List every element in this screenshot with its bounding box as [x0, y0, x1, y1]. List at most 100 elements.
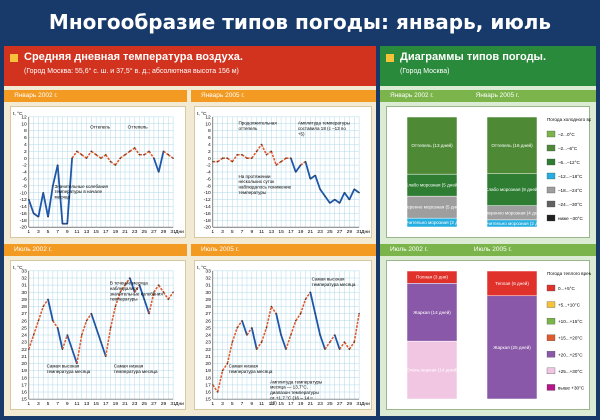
data-point: [295, 320, 297, 322]
y-tick-label: 24: [205, 333, 211, 339]
series-segment: [133, 147, 141, 156]
y-tick-label: -16: [204, 211, 211, 217]
series-segment: [251, 150, 258, 159]
series-segment: [138, 284, 146, 300]
series-segment: [226, 341, 234, 364]
x-tick-label: 19: [113, 401, 119, 407]
data-point: [358, 312, 360, 315]
series-segment: [280, 334, 287, 350]
temperature-heading: Средняя дневная температура воздуха.: [24, 51, 243, 63]
legend-label: –24...–30°С: [558, 202, 583, 207]
y-tick-label: -8: [206, 183, 211, 189]
data-point: [324, 195, 326, 197]
series-segment: [231, 154, 238, 163]
y-tick-label: 30: [21, 290, 27, 296]
data-point: [304, 160, 307, 163]
data-point: [343, 191, 346, 194]
y-tick-label: 22: [21, 347, 27, 353]
x-axis-label: Дни: [175, 229, 184, 235]
series-segment: [256, 143, 263, 152]
x-tick-label: 11: [74, 229, 79, 235]
segment-label: Значительно морозная (2 дня): [480, 221, 545, 226]
series-segment: [246, 327, 253, 336]
series-segment: [241, 320, 248, 336]
x-tick-label: 31: [170, 229, 176, 235]
series-segment: [128, 277, 136, 293]
data-point: [280, 160, 282, 163]
segment-label: Оттепель (16 дней): [491, 142, 533, 148]
legend-swatch: [546, 301, 556, 308]
y-axis-label: t, °C: [13, 111, 23, 117]
legend-label: +5...+10°С: [558, 303, 581, 308]
segment-label: Очень жаркая (14 дней): [406, 367, 458, 373]
y-tick-label: -18: [204, 218, 211, 224]
chart-annotation: Оттепель: [90, 125, 111, 130]
y-tick-label: 23: [21, 340, 27, 346]
data-point: [358, 191, 360, 194]
legend-label: выше +30°С: [558, 385, 585, 390]
y-tick-label: -20: [204, 225, 211, 231]
x-tick-label: 25: [327, 401, 333, 407]
chart-annotation: На протяжении нескольких суток наблюдалось…: [239, 174, 292, 195]
y-tick-label: -14: [20, 204, 27, 210]
y-tick-label: -10: [20, 190, 27, 196]
series-segment: [32, 320, 40, 336]
data-point: [124, 284, 126, 286]
x-tick-label: 19: [298, 229, 304, 235]
x-tick-label: 17: [103, 229, 109, 235]
x-tick-label: 29: [347, 401, 353, 407]
y-tick-label: 17: [21, 382, 27, 388]
data-point: [329, 202, 331, 204]
data-point: [343, 341, 346, 343]
y-tick-label: 24: [21, 333, 27, 339]
data-point: [314, 174, 316, 177]
x-axis-label: Дни: [175, 401, 184, 407]
y-axis-label: t, °C: [197, 265, 207, 271]
series-segment: [71, 150, 78, 159]
series-segment: [319, 334, 326, 350]
series-segment: [51, 164, 59, 186]
y-tick-label: 21: [21, 354, 27, 360]
y-tick-label: 27: [205, 311, 211, 317]
legend-swatch: [546, 384, 556, 391]
x-tick-label: 29: [161, 401, 167, 407]
segment-label: Жаркая (25 дней): [493, 344, 531, 350]
legend-swatch: [546, 284, 556, 292]
series-segment: [348, 188, 356, 200]
x-tick-label: 7: [241, 229, 244, 235]
data-point: [28, 348, 30, 350]
segment-label: Значительно морозная (2 дня): [400, 220, 465, 225]
y-tick-label: 15: [21, 397, 27, 403]
data-point: [241, 320, 243, 322]
series-segment: [143, 299, 150, 314]
data-point: [299, 164, 302, 166]
chart-jan-2005: 12 10 8 6 4 2 0 -2 -4 -6 -8 -10 -12 -14 -16 -18 -20 1 3 5 7 9…: [194, 106, 372, 238]
y-tick-label: -12: [204, 197, 211, 203]
weather-type-segment: [406, 283, 458, 342]
series-segment: [119, 284, 126, 293]
data-point: [260, 143, 263, 146]
data-point: [295, 171, 297, 173]
data-point: [37, 216, 40, 218]
data-point: [42, 305, 44, 308]
data-point: [275, 312, 277, 315]
series-segment: [105, 154, 112, 163]
series-segment: [314, 175, 321, 190]
label-jul-2002: Июль 2002 г.: [390, 246, 429, 253]
series-segment: [37, 192, 45, 217]
series-segment: [304, 161, 312, 180]
weather-types-panel: Диаграммы типов погоды. (Город Москва) Я…: [380, 46, 600, 416]
series-segment: [314, 313, 321, 336]
chart-annotation: Самая низкая температура месяца: [229, 364, 273, 374]
x-tick-label: 1: [27, 229, 30, 235]
chart-jan-2002: 12 10 8 6 4 2 0 -2 -4 -6 -8 -10 -12 -14 -16 -18 -20 1 3 5 7 9…: [10, 106, 186, 238]
data-point: [109, 327, 112, 329]
x-tick-label: 3: [221, 401, 224, 407]
data-point: [260, 341, 263, 343]
series-segment: [309, 292, 317, 314]
series-segment: [90, 150, 97, 156]
data-point: [216, 160, 219, 163]
legend-title: Погода теплого времени года: [547, 271, 591, 276]
series-segment: [324, 341, 331, 350]
data-point: [275, 164, 277, 166]
